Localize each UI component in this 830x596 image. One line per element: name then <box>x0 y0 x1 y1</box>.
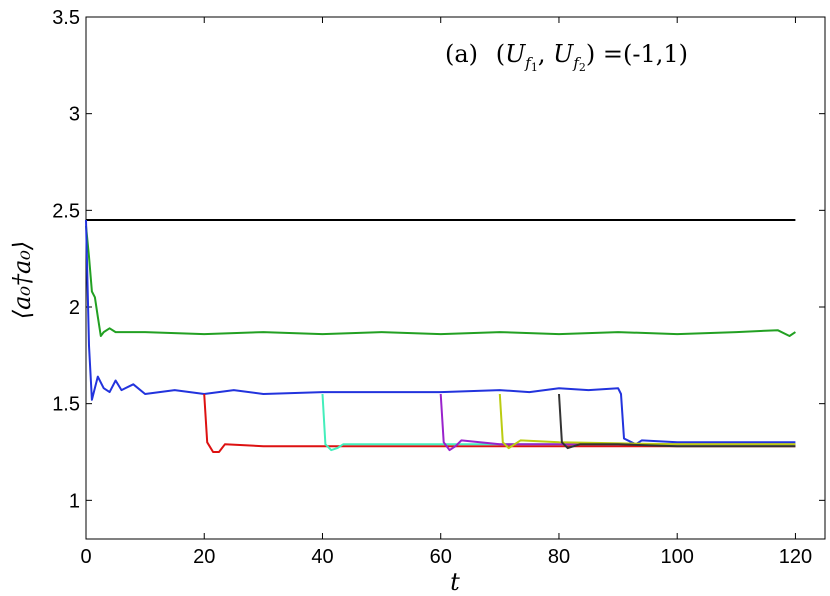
y-tick-label: 1.5 <box>52 394 80 416</box>
series-line-8 <box>558 393 796 450</box>
y-tick-label: 3.5 <box>52 7 80 29</box>
series-line-3 <box>85 219 796 446</box>
x-tick-label: 40 <box>311 546 333 568</box>
y-tick-label: 3 <box>69 104 80 126</box>
y-tick-label: 1 <box>69 490 80 512</box>
x-tick-label: 20 <box>193 546 215 568</box>
series-line-7 <box>498 393 796 450</box>
x-tick-label: 120 <box>779 546 812 568</box>
plot-frame <box>85 16 826 540</box>
series-line-4 <box>203 393 796 453</box>
x-tick-label: 100 <box>661 546 694 568</box>
series-line-2 <box>85 225 796 337</box>
panel-annotation: (a) (Uf1, Uf2) =(-1,1) <box>445 40 688 74</box>
x-tick-label: 60 <box>430 546 452 568</box>
axis-ticks: 0 20 40 60 80 100 120 1 1.5 2 2.5 3 3.5 <box>52 7 825 568</box>
x-tick-label: 0 <box>80 546 91 568</box>
x-axis-title: t <box>450 568 460 596</box>
series-layer <box>85 219 796 453</box>
y-tick-label: 2.5 <box>52 200 80 222</box>
x-tick-label: 80 <box>548 546 570 568</box>
y-tick-label: 2 <box>69 297 80 319</box>
y-axis-title: ⟨a₀†a₀⟩ <box>8 241 36 320</box>
svg-text:⟨a₀†a₀⟩: ⟨a₀†a₀⟩ <box>8 241 36 320</box>
